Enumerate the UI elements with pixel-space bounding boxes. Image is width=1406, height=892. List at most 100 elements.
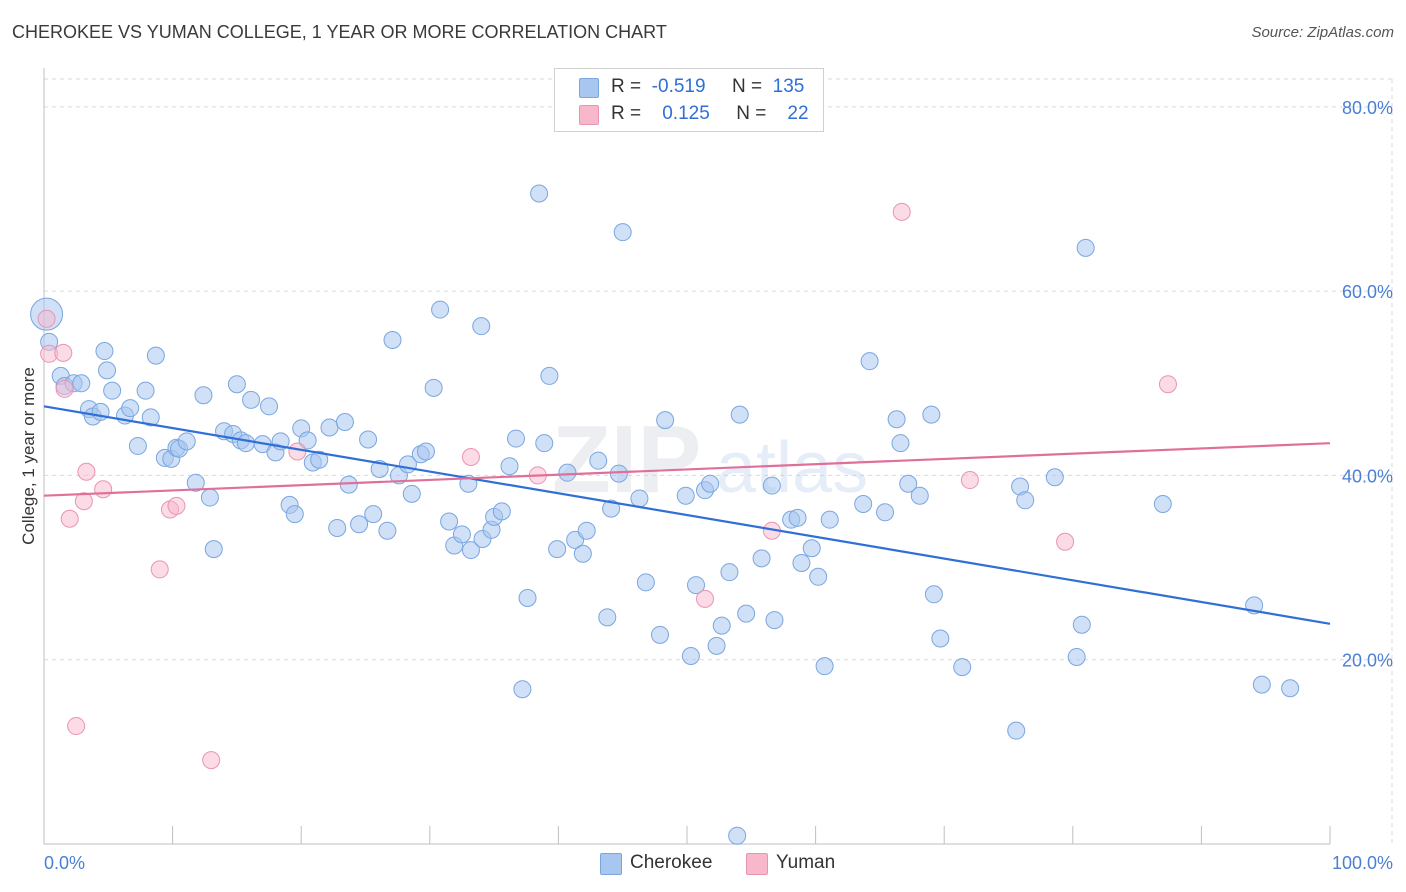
yuman-point	[150, 560, 169, 579]
trend-lines	[43, 405, 1331, 625]
cherokee-point	[1153, 494, 1172, 513]
cherokee-point	[558, 463, 577, 482]
cherokee-point	[72, 374, 91, 393]
cherokee-point	[506, 429, 525, 448]
r-value: 0.125	[662, 103, 710, 124]
yuman-swatch	[579, 105, 599, 125]
cherokee-point	[712, 616, 731, 635]
cherokee-point	[186, 473, 205, 492]
cherokee-point	[630, 489, 649, 508]
yuman-trend-line	[43, 442, 1331, 497]
cherokee-point	[548, 540, 567, 559]
cherokee-point	[298, 431, 317, 450]
cherokee-point	[788, 508, 807, 527]
yuman-point	[77, 462, 96, 481]
yuman-point	[288, 442, 307, 461]
cherokee-point	[378, 521, 397, 540]
cherokee-point	[762, 476, 781, 495]
r-label: R =	[611, 103, 642, 124]
y-tick-label: 40.0%	[1342, 466, 1393, 486]
n-value: 135	[772, 76, 805, 97]
cherokee-point	[891, 434, 910, 453]
cherokee-point	[431, 300, 450, 319]
x-tick-label: 0.0%	[44, 853, 85, 873]
cherokee-point	[815, 657, 834, 676]
cherokee-point	[350, 515, 369, 534]
cherokee-point	[500, 457, 519, 476]
cherokee-point	[1076, 238, 1095, 257]
cherokee-point	[440, 512, 459, 531]
stats-cherokee-text: R = -0.519 N = 135	[611, 76, 804, 98]
cherokee-point	[146, 346, 165, 365]
cherokee-point	[285, 505, 304, 524]
cherokee-point	[236, 434, 255, 453]
cherokee-point	[609, 464, 628, 483]
cherokee-point	[656, 411, 675, 430]
stats-box: R = -0.519 N = 135 R = 0.125 N = 22	[554, 68, 824, 132]
n-value: 22	[787, 103, 809, 124]
y-axis-label: College, 1 year or more	[19, 367, 38, 545]
cherokee-point	[953, 658, 972, 677]
y-tick-label: 60.0%	[1342, 282, 1393, 302]
cherokee-point	[194, 386, 213, 405]
cherokee-point	[720, 563, 739, 582]
cherokee-point	[577, 521, 596, 540]
cherokee-point	[792, 553, 811, 572]
cherokee-trend-line	[43, 405, 1331, 625]
cherokee-point	[636, 573, 655, 592]
cherokee-point	[310, 450, 329, 469]
cherokee-point	[204, 540, 223, 559]
cherokee-point	[676, 486, 695, 505]
yuman-point	[37, 309, 56, 328]
cherokee-point	[320, 418, 339, 437]
cherokee-point	[876, 503, 895, 522]
cherokee-point	[472, 317, 491, 336]
n-label: N =	[731, 76, 763, 97]
cherokee-point	[364, 505, 383, 524]
cherokee-point	[707, 636, 726, 655]
watermark: ZIP atlas	[552, 406, 868, 513]
cherokee-point	[1067, 647, 1086, 666]
stats-yuman-text: R = 0.125 N = 22	[611, 103, 809, 125]
cherokee-point	[416, 442, 435, 461]
yuman-point	[55, 379, 74, 398]
cherokee-point	[103, 381, 122, 400]
cherokee-point	[730, 405, 749, 424]
cherokee-point	[765, 611, 784, 630]
chart-source: Source: ZipAtlas.com	[1251, 24, 1394, 41]
cherokee-point	[924, 585, 943, 604]
yuman-point	[1056, 532, 1075, 551]
cherokee-point	[535, 434, 554, 453]
r-label: R =	[611, 76, 642, 97]
cherokee-point	[98, 361, 117, 380]
legend-label: Cherokee	[630, 852, 713, 873]
cherokee-point	[802, 539, 821, 558]
cherokee-point	[681, 647, 700, 666]
cherokee-point	[461, 541, 480, 560]
yuman-point	[202, 751, 221, 770]
chart-title: CHEROKEE VS YUMAN COLLEGE, 1 YEAR OR MOR…	[12, 22, 667, 42]
legend-label: Yuman	[776, 852, 836, 873]
cherokee-point	[335, 412, 354, 431]
cherokee-point	[602, 499, 621, 518]
tick-labels: 20.0% 40.0% 60.0% 80.0% 0.0% 100.0%	[44, 98, 1393, 873]
cherokee-point	[383, 330, 402, 349]
cherokee-point	[402, 484, 421, 503]
cherokee-point	[922, 405, 941, 424]
cherokee-point	[1045, 468, 1064, 487]
cherokee-point	[613, 223, 632, 242]
cherokee-point	[452, 525, 471, 544]
cherokee-point	[1072, 615, 1091, 634]
y-tick-label: 80.0%	[1342, 98, 1393, 118]
y-tick-label: 20.0%	[1342, 651, 1393, 671]
cherokee-point	[518, 588, 537, 607]
cherokee-point	[339, 475, 358, 494]
cherokee-point	[650, 625, 669, 644]
cherokee-point	[128, 436, 147, 455]
cherokee-point	[530, 184, 549, 203]
cherokee-point	[177, 432, 196, 451]
cherokee-point	[573, 544, 592, 563]
axes	[43, 68, 1331, 845]
cherokee-point	[737, 604, 756, 623]
